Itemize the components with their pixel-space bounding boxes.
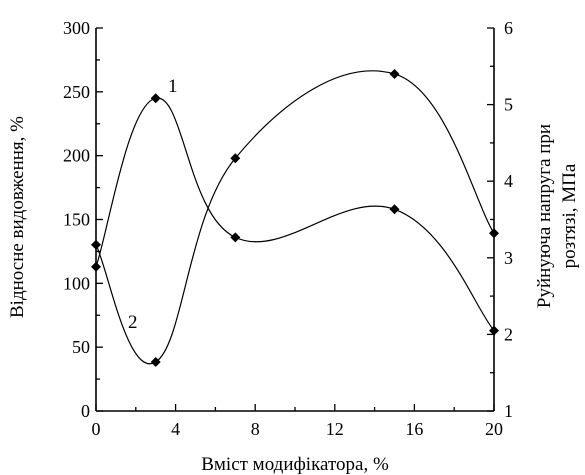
series-2-point bbox=[489, 228, 499, 239]
y-right-tick-label: 4 bbox=[504, 171, 513, 191]
y-right-tick-label: 6 bbox=[504, 18, 513, 38]
y-right-tick-label: 5 bbox=[504, 95, 513, 115]
series-2-point bbox=[230, 153, 241, 164]
series-2-point bbox=[389, 68, 400, 79]
series-1-point bbox=[230, 232, 241, 243]
y-left-tick-label: 300 bbox=[63, 18, 90, 38]
series-1-point bbox=[150, 93, 161, 104]
y-right-ticks: 1 2 3 4 5 6 bbox=[487, 18, 513, 421]
y-left-tick-label: 200 bbox=[63, 146, 90, 166]
series-2-line bbox=[95, 70, 495, 365]
x-axis-title: Вміст модифікатора, % bbox=[201, 454, 389, 475]
series-1-point bbox=[489, 325, 499, 336]
series-1-label: 1 bbox=[168, 76, 178, 97]
series-2-point bbox=[150, 356, 161, 367]
y-left-tick-label: 150 bbox=[63, 210, 90, 230]
y-left-ticks: 0 50 100 150 200 250 300 bbox=[63, 18, 103, 421]
y-left-tick-label: 0 bbox=[81, 401, 90, 421]
series-1-point bbox=[91, 261, 101, 272]
series-lines bbox=[95, 70, 495, 365]
axes bbox=[95, 28, 495, 412]
y-left-tick-label: 250 bbox=[63, 82, 90, 102]
y-right-axis-title-line1: Руйнуюча напруга при bbox=[534, 124, 555, 308]
x-tick-label: 0 bbox=[92, 419, 101, 439]
y-right-axis-title-line2: розтязі, МПа bbox=[559, 163, 580, 268]
x-tick-label: 12 bbox=[326, 419, 344, 439]
x-tick-label: 20 bbox=[485, 419, 503, 439]
series-markers bbox=[91, 68, 499, 367]
x-ticks: 0 4 8 12 16 20 bbox=[92, 404, 503, 439]
y-left-tick-label: 50 bbox=[72, 337, 90, 357]
y-left-axis-title: Відносне видовження, % bbox=[7, 116, 28, 318]
y-right-tick-label: 1 bbox=[504, 401, 513, 421]
x-tick-label: 4 bbox=[171, 419, 180, 439]
series-1-line bbox=[95, 97, 495, 331]
x-tick-label: 16 bbox=[405, 419, 423, 439]
series-2-label: 2 bbox=[128, 312, 138, 333]
y-left-tick-label: 100 bbox=[63, 273, 90, 293]
series-2-point bbox=[91, 239, 101, 250]
x-tick-label: 8 bbox=[251, 419, 260, 439]
y-right-tick-label: 2 bbox=[504, 324, 513, 344]
y-right-tick-label: 3 bbox=[504, 248, 513, 268]
series-1-point bbox=[389, 204, 400, 215]
